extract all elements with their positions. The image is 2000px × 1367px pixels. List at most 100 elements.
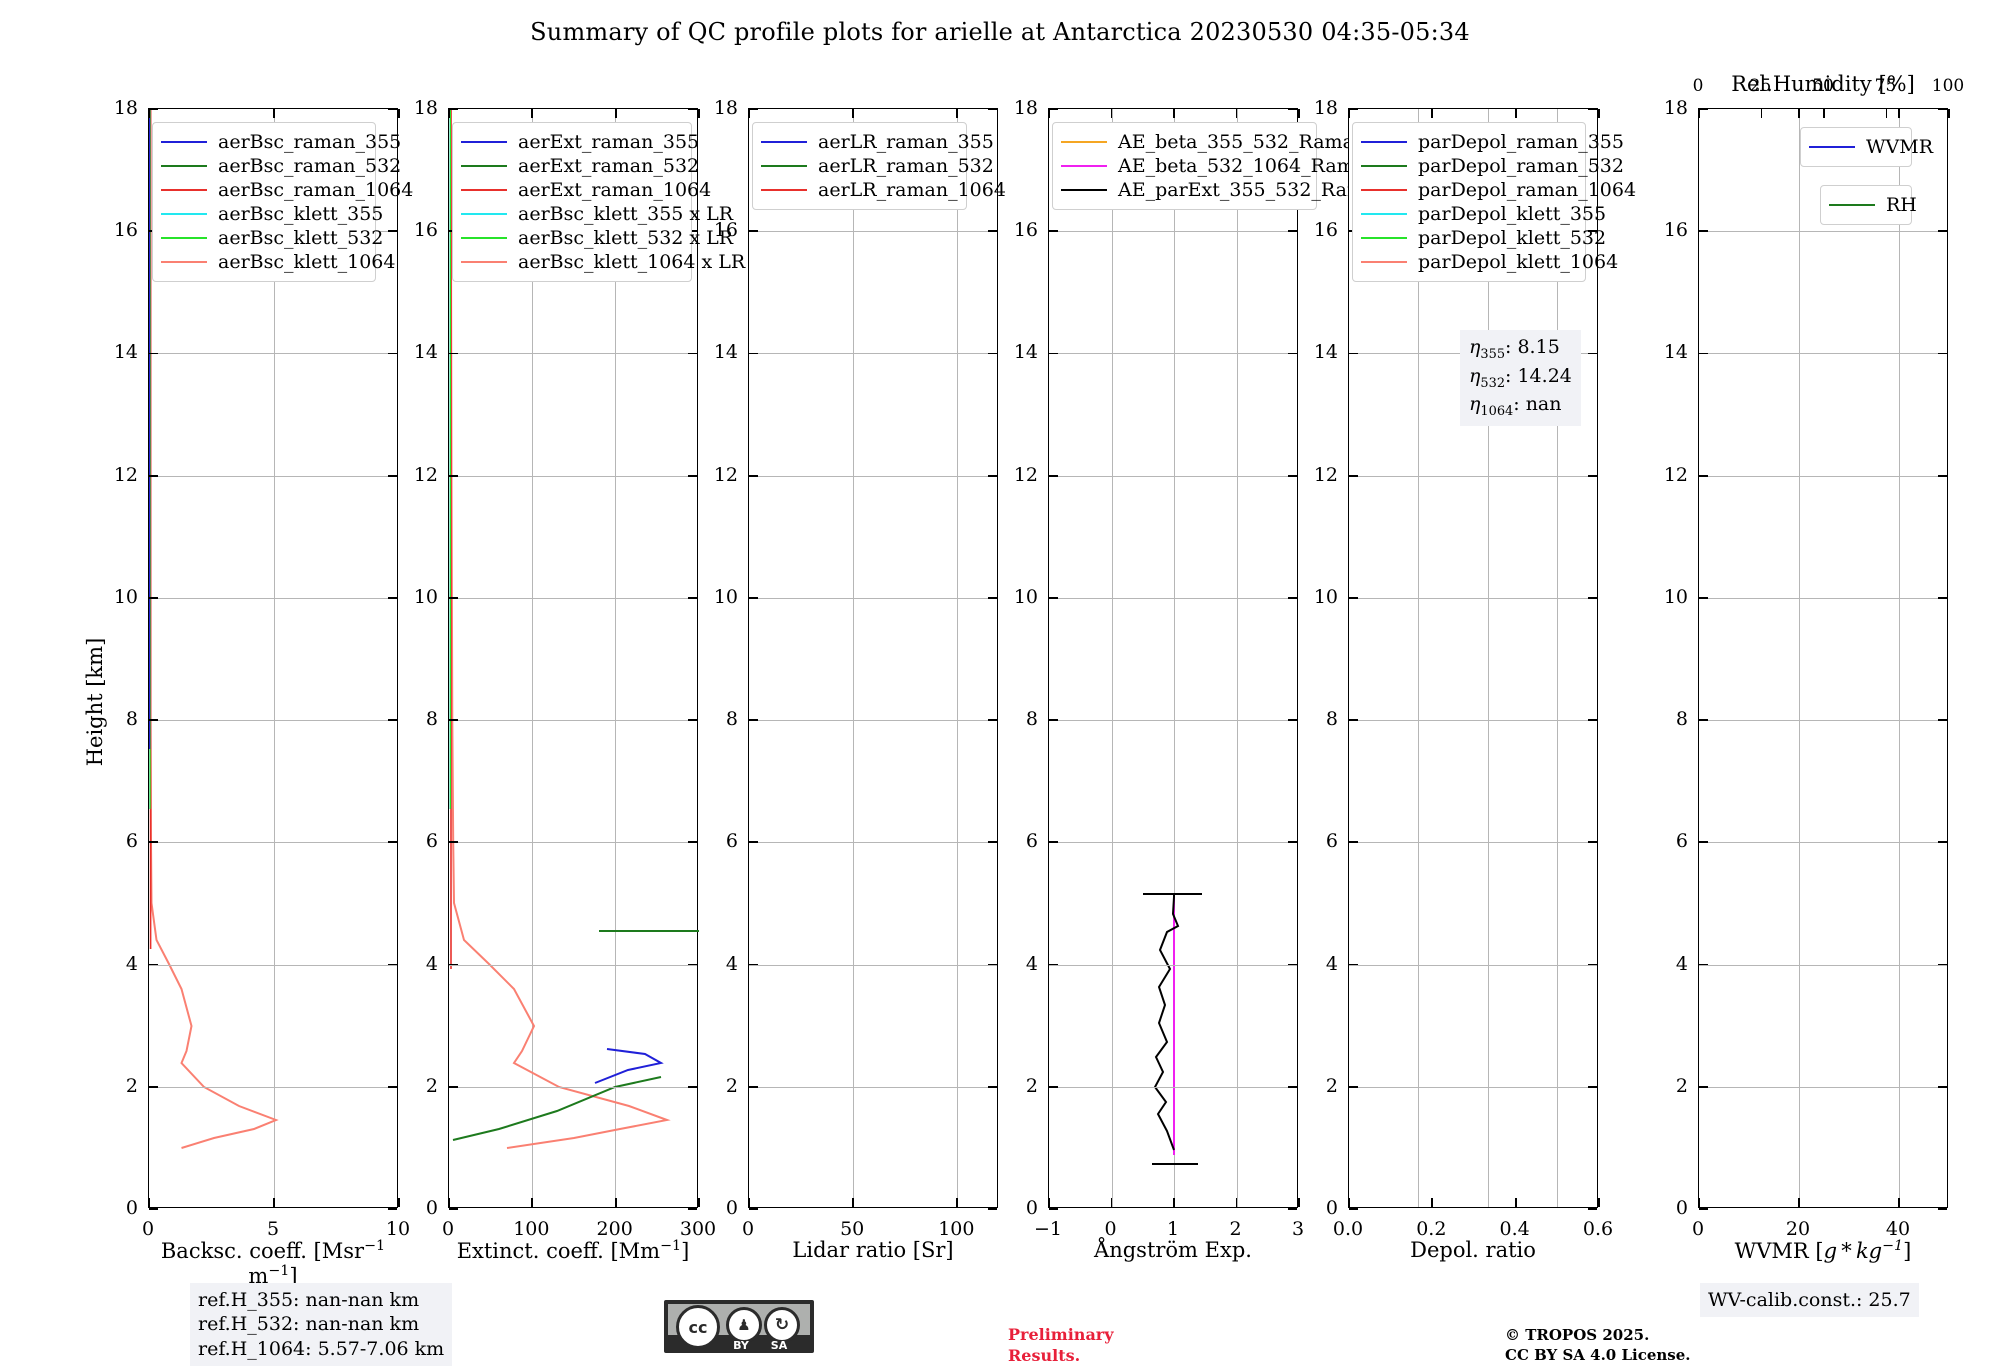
series-aerBsc-klett-1064 bbox=[149, 109, 279, 1149]
y-tick-label: 6 bbox=[1025, 830, 1038, 853]
x-tick bbox=[273, 109, 275, 118]
y-tick bbox=[1588, 352, 1597, 355]
y-tick bbox=[1049, 719, 1058, 721]
x-axis-title-wvmr: WVMR [g * kg−1] bbox=[1734, 1238, 1912, 1263]
y-tick bbox=[1049, 352, 1058, 355]
x-tick bbox=[1048, 109, 1050, 118]
y-tick bbox=[1049, 963, 1058, 966]
x-tick-label: 5 bbox=[266, 1218, 280, 1240]
y-tick-label: 6 bbox=[125, 830, 138, 853]
y-tick bbox=[1049, 1085, 1058, 1088]
legend-item: aerBsc_klett_1064 x LR bbox=[461, 250, 745, 274]
y-tick-label: 12 bbox=[413, 463, 438, 486]
y-tick bbox=[388, 963, 397, 966]
legend-item: parDepol_klett_355 bbox=[1361, 202, 1606, 226]
x-tick-label: 40 bbox=[1885, 1218, 1911, 1240]
gridline-h bbox=[749, 964, 997, 966]
y-tick bbox=[988, 841, 997, 844]
y-tick bbox=[988, 108, 997, 110]
x-axis-title-lidar-ratio: Lidar ratio [Sr] bbox=[792, 1238, 954, 1262]
wv-calib-box: WV-calib.const.: 25.7 bbox=[1700, 1283, 1919, 1318]
top-axis-title-rel-humidity: Rel.Humidity [%] bbox=[1731, 72, 1915, 96]
y-tick bbox=[388, 474, 397, 477]
y-tick bbox=[749, 230, 758, 233]
gridline-h bbox=[149, 353, 397, 355]
x-tick bbox=[956, 1198, 959, 1207]
y-tick-label: 12 bbox=[713, 463, 738, 486]
legend-backscatter[interactable]: aerBsc_raman_355 aerBsc_raman_532 aerBsc… bbox=[152, 122, 413, 282]
legend-item: aerExt_raman_1064 bbox=[461, 178, 711, 202]
legend-item: aerBsc_raman_1064 bbox=[161, 178, 413, 202]
legend-wvmr[interactable]: WVMR bbox=[1800, 127, 1933, 167]
gridline-h bbox=[149, 597, 397, 599]
y-tick-label: 18 bbox=[1663, 97, 1688, 119]
legend-extinction[interactable]: aerExt_raman_355 aerExt_raman_532 aerExt… bbox=[452, 122, 745, 282]
y-tick bbox=[988, 719, 997, 721]
y-tick-label: 10 bbox=[1313, 585, 1338, 608]
legend-item: aerLR_raman_1064 bbox=[761, 178, 1006, 202]
x-tick bbox=[748, 1198, 750, 1207]
panel-wvmr[interactable] bbox=[1698, 108, 1950, 1210]
y-tick bbox=[1049, 230, 1058, 233]
x-tick bbox=[614, 109, 617, 118]
legend-swatch-icon bbox=[1361, 189, 1407, 191]
gridline-v bbox=[1418, 109, 1420, 1207]
cc-by-sa-badge-icon: cc ♟ ↻ BY SA bbox=[664, 1300, 814, 1353]
gridline-h bbox=[749, 231, 997, 233]
x-tick bbox=[531, 109, 534, 118]
panel-backscatter[interactable] bbox=[148, 108, 400, 1210]
x-tick-label: 0 bbox=[141, 1218, 155, 1240]
y-tick bbox=[1938, 1208, 1947, 1210]
y-tick bbox=[988, 474, 997, 477]
legend-lidar-ratio[interactable]: aerLR_raman_355 aerLR_raman_532 aerLR_ra… bbox=[752, 122, 1006, 210]
y-tick bbox=[1588, 474, 1597, 477]
y-tick bbox=[1588, 596, 1597, 599]
legend-angstrom[interactable]: AE_beta_355_532_Raman AE_beta_532_1064_R… bbox=[1052, 122, 1389, 210]
legend-label: aerLR_raman_1064 bbox=[818, 178, 1006, 201]
panel-extinction[interactable] bbox=[448, 108, 700, 1210]
x-tick-label: 0.0 bbox=[1332, 1218, 1364, 1240]
y-tick-label: 2 bbox=[125, 1074, 138, 1097]
y-tick-label: 6 bbox=[1675, 830, 1688, 853]
legend-swatch-icon bbox=[161, 141, 207, 143]
eta-annotation: η355: 8.15 η532: 14.24 η1064: nan bbox=[1460, 330, 1581, 426]
legend-label: aerExt_raman_532 bbox=[518, 154, 700, 177]
legend-item: parDepol_klett_532 bbox=[1361, 226, 1606, 250]
y-tick-label: 10 bbox=[1663, 585, 1688, 608]
legend-depol-ratio[interactable]: parDepol_raman_355 parDepol_raman_532 pa… bbox=[1352, 122, 1636, 282]
y-tick bbox=[388, 1085, 397, 1088]
gridline-h bbox=[449, 964, 697, 966]
x-tick bbox=[698, 109, 700, 118]
panel-lidar-ratio[interactable] bbox=[748, 108, 998, 1210]
legend-swatch-icon bbox=[161, 165, 207, 167]
x-tick bbox=[1348, 1198, 1350, 1207]
y-tick bbox=[1938, 719, 1947, 721]
y-tick-label: 18 bbox=[113, 97, 138, 119]
y-tick bbox=[449, 841, 458, 844]
y-tick bbox=[749, 352, 758, 355]
y-tick-label: 10 bbox=[713, 585, 738, 608]
y-tick-label: 4 bbox=[425, 952, 438, 975]
legend-label: parDepol_klett_532 bbox=[1418, 226, 1607, 249]
gridline-h bbox=[449, 353, 697, 355]
gridline-h bbox=[449, 1086, 697, 1088]
y-tick bbox=[149, 719, 158, 721]
y-tick bbox=[149, 108, 158, 110]
legend-swatch-icon bbox=[1061, 165, 1107, 167]
x-tick-label: 0.4 bbox=[1499, 1218, 1530, 1240]
y-tick bbox=[688, 352, 697, 355]
top-x-tick-label: 100 bbox=[1931, 76, 1965, 96]
y-tick-label: 2 bbox=[725, 1074, 738, 1097]
top-x-tick-label: 25 bbox=[1749, 76, 1772, 96]
y-tick-label: 10 bbox=[413, 585, 438, 608]
legend-rh[interactable]: RH bbox=[1820, 185, 1917, 225]
x-tick bbox=[852, 1198, 855, 1207]
panel-angstrom[interactable] bbox=[1048, 108, 1300, 1210]
panel-depol-ratio[interactable] bbox=[1348, 108, 1600, 1210]
legend-swatch-icon bbox=[461, 189, 507, 191]
y-tick bbox=[1049, 474, 1058, 477]
y-tick-label: 8 bbox=[1675, 708, 1688, 731]
y-tick bbox=[688, 1208, 697, 1210]
legend-swatch-icon bbox=[461, 261, 507, 263]
y-tick bbox=[1288, 352, 1297, 355]
